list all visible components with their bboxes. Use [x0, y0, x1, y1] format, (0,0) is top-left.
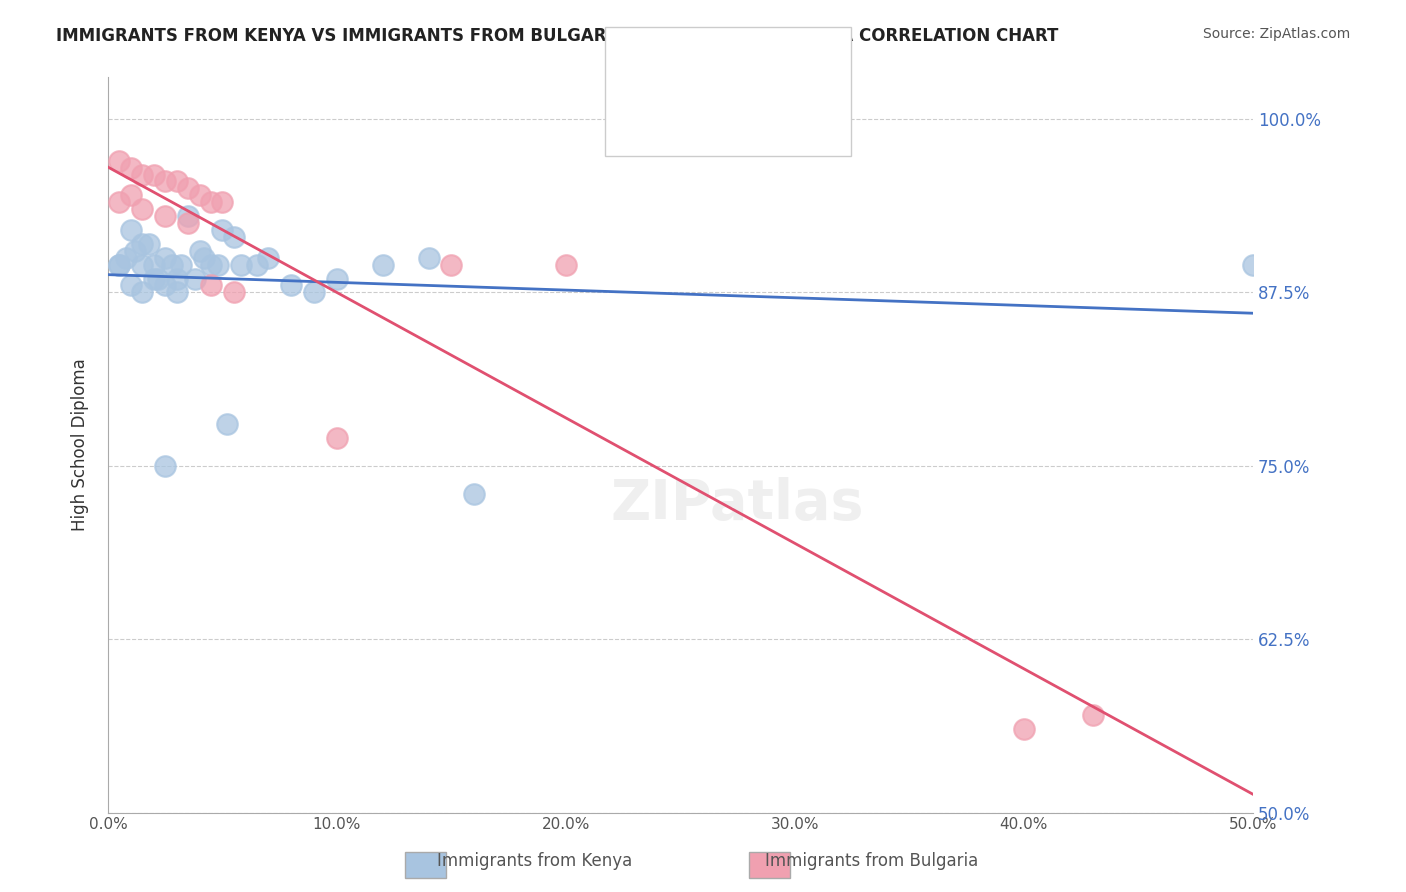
Text: N =: N =	[766, 98, 806, 116]
Point	[131, 168, 153, 182]
Point	[200, 278, 222, 293]
Point	[177, 216, 200, 230]
Point	[177, 209, 200, 223]
Point	[170, 258, 193, 272]
Point	[1081, 708, 1104, 723]
Point	[120, 278, 142, 293]
Text: Source: ZipAtlas.com: Source: ZipAtlas.com	[1202, 27, 1350, 41]
Point	[155, 209, 177, 223]
Point	[166, 271, 188, 285]
Point	[440, 258, 463, 272]
Point	[207, 258, 229, 272]
Text: ZIPatlas: ZIPatlas	[610, 477, 865, 531]
Point	[326, 431, 349, 445]
Point	[108, 195, 131, 210]
Point	[211, 195, 233, 210]
Text: 0.005: 0.005	[710, 49, 766, 67]
Text: Immigrants from Bulgaria: Immigrants from Bulgaria	[765, 852, 979, 870]
Point	[166, 174, 188, 188]
Point	[326, 271, 349, 285]
Point	[155, 174, 177, 188]
Point	[120, 223, 142, 237]
Point	[188, 244, 211, 258]
Point	[246, 258, 269, 272]
Text: 39: 39	[799, 49, 824, 67]
Point	[120, 161, 142, 175]
Point	[166, 285, 188, 300]
Point	[131, 285, 153, 300]
Text: R =: R =	[672, 49, 711, 67]
Point	[108, 258, 131, 272]
Point	[115, 251, 138, 265]
Point	[131, 258, 153, 272]
Point	[108, 258, 131, 272]
Point	[193, 251, 215, 265]
Point	[463, 486, 485, 500]
Point	[222, 230, 245, 244]
Text: Immigrants from Kenya: Immigrants from Kenya	[437, 852, 631, 870]
Point	[302, 285, 325, 300]
Point	[1241, 258, 1264, 272]
Point	[142, 168, 165, 182]
Point	[1012, 723, 1035, 737]
Point	[108, 153, 131, 168]
Point	[555, 258, 578, 272]
Text: R =: R =	[672, 98, 711, 116]
Point	[418, 251, 440, 265]
Point	[131, 202, 153, 217]
Point	[120, 188, 142, 202]
Point	[155, 278, 177, 293]
Point	[257, 251, 280, 265]
Point	[142, 258, 165, 272]
Point	[188, 188, 211, 202]
Point	[155, 458, 177, 473]
Text: IMMIGRANTS FROM KENYA VS IMMIGRANTS FROM BULGARIA HIGH SCHOOL DIPLOMA CORRELATIO: IMMIGRANTS FROM KENYA VS IMMIGRANTS FROM…	[56, 27, 1059, 45]
Point	[200, 195, 222, 210]
Point	[148, 271, 170, 285]
Point	[211, 223, 233, 237]
Point	[177, 181, 200, 195]
Point	[229, 258, 252, 272]
Point	[160, 258, 183, 272]
Text: -0.860: -0.860	[710, 98, 775, 116]
Point	[280, 278, 302, 293]
Point	[142, 271, 165, 285]
Point	[371, 258, 394, 272]
Point	[155, 251, 177, 265]
Text: 22: 22	[799, 98, 824, 116]
Y-axis label: High School Diploma: High School Diploma	[72, 359, 89, 532]
Point	[124, 244, 146, 258]
Text: N =: N =	[766, 49, 806, 67]
Point	[200, 258, 222, 272]
Point	[215, 417, 238, 432]
Point	[184, 271, 207, 285]
Point	[131, 236, 153, 251]
Point	[138, 236, 160, 251]
Point	[222, 285, 245, 300]
